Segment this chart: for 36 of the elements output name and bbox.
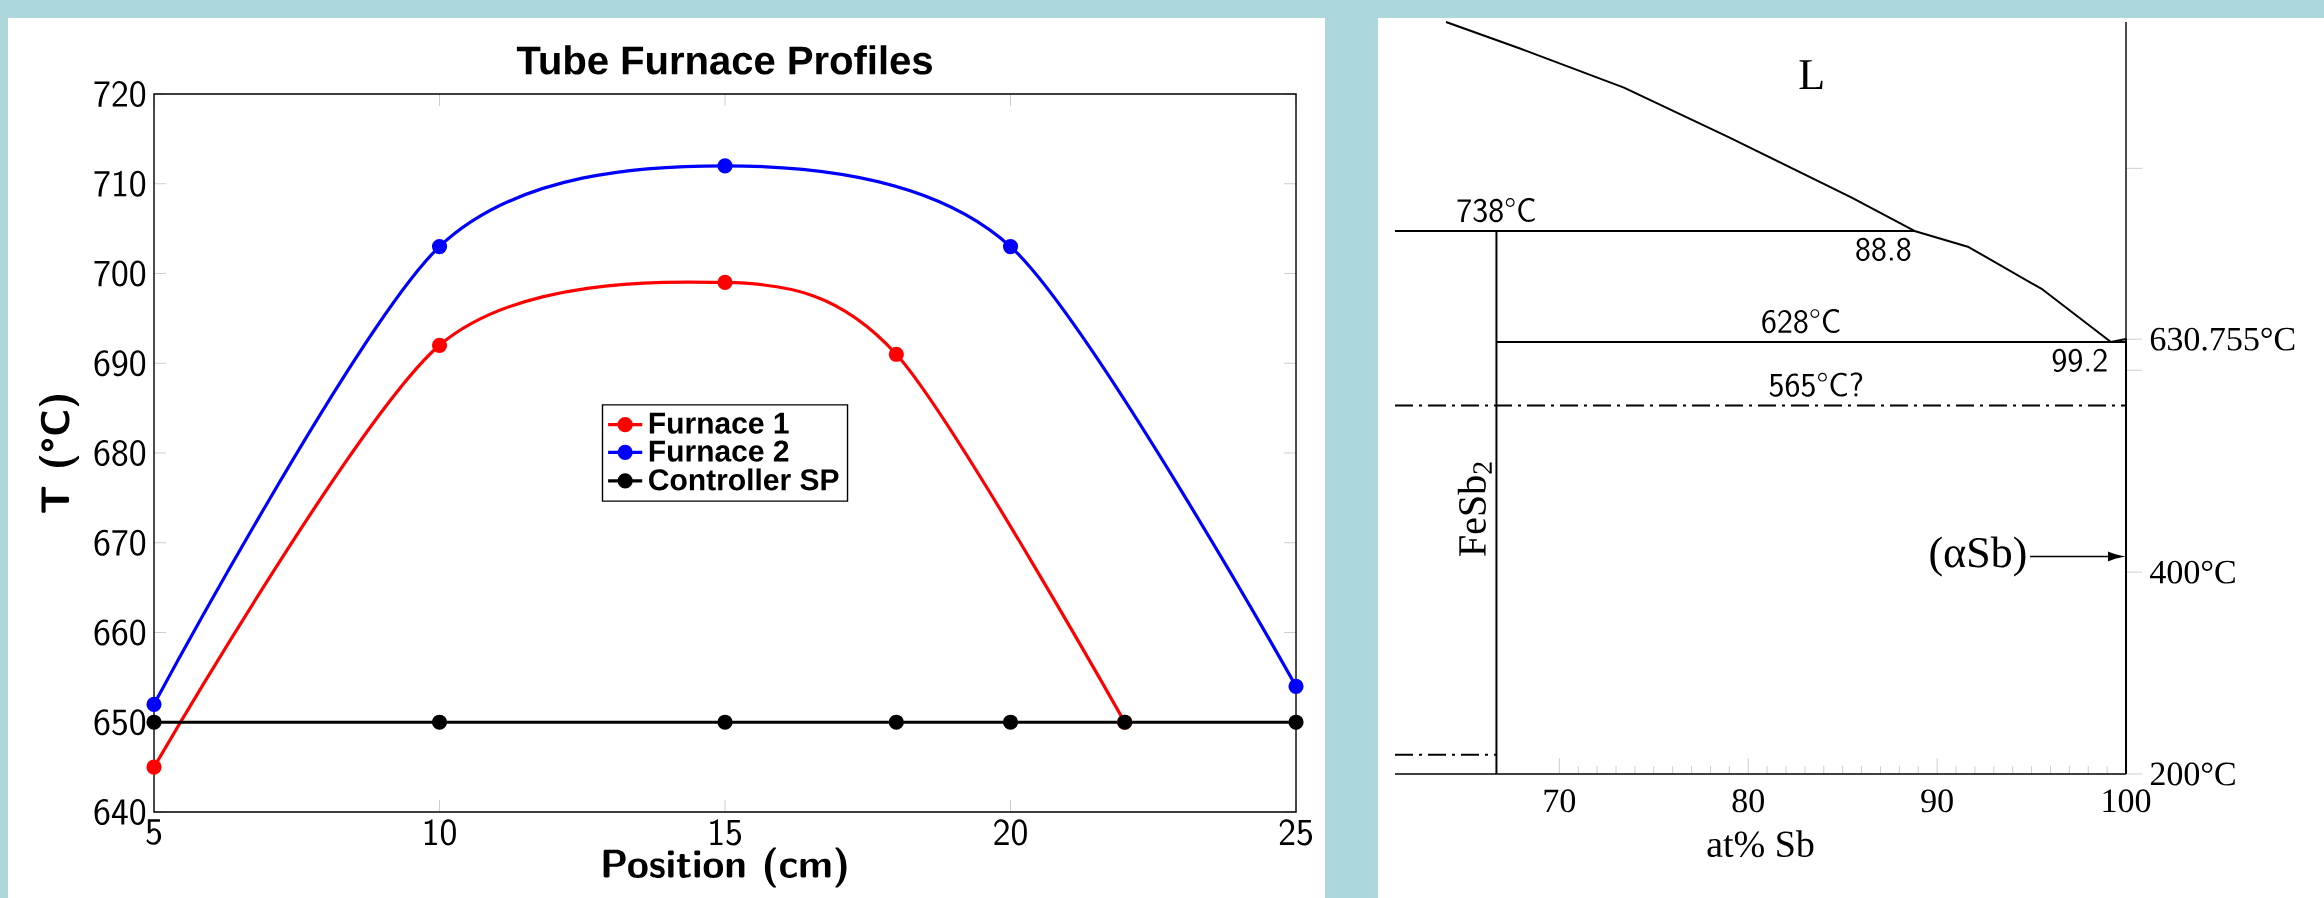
x-tick-label: 15 (710, 819, 742, 846)
y-axis-title: T (°C) (39, 395, 80, 513)
x-tick-label: 70 (1544, 789, 1576, 813)
x-tick-label: 80 (1732, 789, 1764, 813)
y-tick-label: 640 (94, 798, 146, 826)
x-tick-label: 20 (994, 819, 1027, 846)
y-tick-label: 710 (94, 170, 146, 197)
y-tick-label: 720 (94, 80, 146, 108)
y-tick-label: 630.755°C (2150, 327, 2295, 351)
x-tick-label: 100 (2103, 789, 2151, 813)
x-tick-label: 25 (1279, 819, 1313, 846)
annotation: 565°C? (1769, 372, 1863, 397)
legend-label: Furnace 2 (649, 440, 789, 462)
x-tick-label: 10 (424, 819, 456, 846)
annotation: 88.8 (1856, 237, 1911, 262)
legend-label: Furnace 1 (649, 412, 789, 434)
y-tick-label: 650 (94, 709, 146, 736)
x-tick-label: 5 (146, 819, 162, 845)
y-tick-label: 700 (94, 260, 146, 287)
annotation: 99.2 (2052, 348, 2107, 373)
annotation: L (1799, 60, 1823, 90)
y-tick-label: 690 (94, 350, 146, 377)
annotation: 628°C (1762, 309, 1840, 334)
legend-label: (αSb) (1930, 536, 2026, 577)
x-tick-label: 90 (1921, 789, 1953, 813)
y-tick-label: 680 (94, 439, 146, 467)
y-tick-label: 200°C (2150, 762, 2235, 786)
text: FeSb$_{2}$ (1457, 462, 1492, 556)
x-axis-title: Position (cm) (603, 847, 847, 888)
x-axis-title: at% Sb (1707, 830, 1814, 858)
y-tick-label: 660 (94, 619, 146, 646)
annotation: 738°C (1457, 198, 1535, 223)
y-tick-label: 670 (94, 529, 146, 556)
legend-label: Controller SP (649, 468, 839, 491)
y-tick-label: 400°C (2150, 560, 2235, 584)
chart-title: Tube Furnace Profiles (516, 45, 932, 75)
